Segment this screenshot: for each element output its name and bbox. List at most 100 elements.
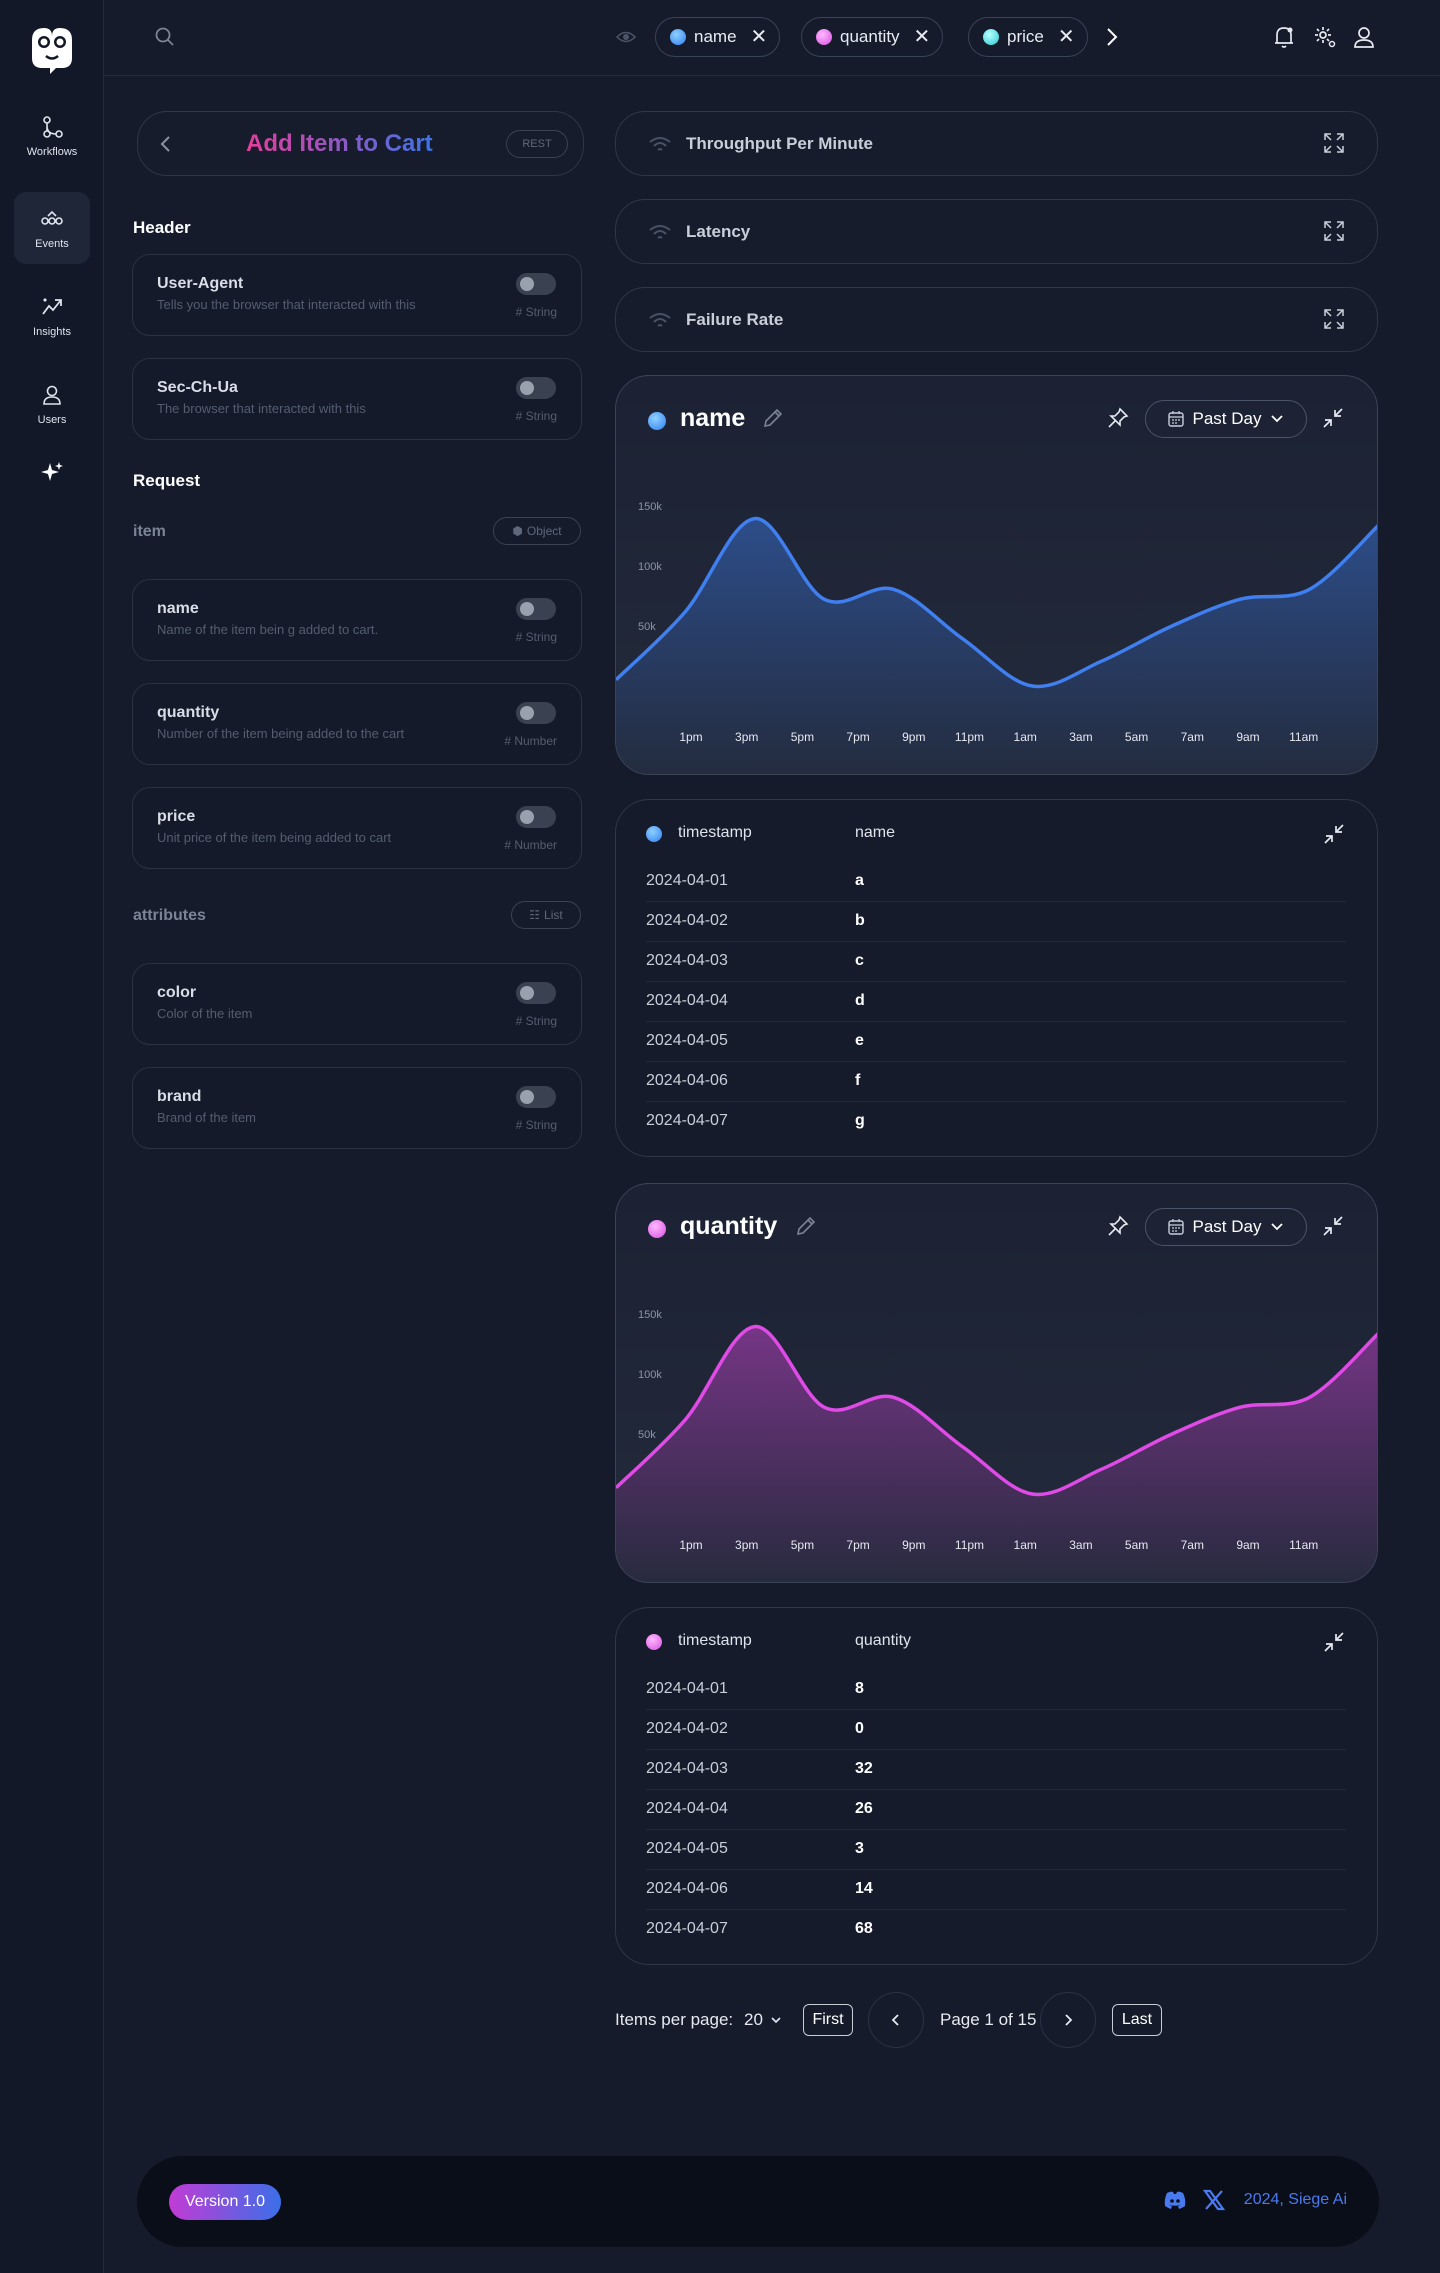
collapse-icon[interactable] xyxy=(1322,1630,1346,1654)
filter-chip-quantity[interactable]: quantity ✕ xyxy=(801,17,944,57)
calendar-icon xyxy=(1167,411,1184,427)
sidebar-item-workflows[interactable]: Workflows xyxy=(14,100,90,172)
cell-value: c xyxy=(855,952,864,969)
items-per-page-label: Items per page: xyxy=(615,2010,734,2029)
x-tick-label: 11pm xyxy=(955,730,984,744)
expand-icon[interactable] xyxy=(1323,308,1345,330)
filter-chip-label: price xyxy=(1007,27,1044,46)
expand-icon[interactable] xyxy=(1323,220,1345,242)
field-description: Name of the item bein g added to cart. xyxy=(157,622,379,637)
field-quantity: quantity Number of the item being added … xyxy=(132,683,582,765)
cell-value: b xyxy=(855,912,865,929)
x-tick-label: 3pm xyxy=(735,1538,758,1552)
profile-icon[interactable] xyxy=(1352,24,1376,50)
metric-latency[interactable]: Latency xyxy=(615,199,1378,264)
toggle-switch[interactable] xyxy=(516,806,556,828)
pin-icon[interactable] xyxy=(1106,1214,1130,1238)
next-page-button[interactable] xyxy=(1040,1992,1096,2048)
chart-card-name: 150k 100k 50k 1pm 3pm 5pm 7pm 9pm 11pm 1am 3am 5am 7… xyxy=(615,375,1378,775)
chart-card-quantity: 150k 100k 50k 1pm 3pm 5pm 7pm 9pm 11pm 1am 3am 5am 7… xyxy=(615,1183,1378,1583)
chevron-right-icon[interactable] xyxy=(1104,26,1120,48)
close-icon[interactable]: ✕ xyxy=(1057,26,1075,48)
bell-icon[interactable] xyxy=(1272,24,1296,50)
cell-timestamp: 2024-04-01 xyxy=(646,872,728,889)
series-dot xyxy=(648,412,666,430)
search-icon[interactable] xyxy=(154,26,176,48)
y-tick-label: 150k xyxy=(638,1309,662,1321)
x-tick-label: 7pm xyxy=(846,1538,869,1552)
x-twitter-icon[interactable] xyxy=(1203,2189,1225,2211)
cell-value: d xyxy=(855,992,865,1009)
sidebar-item-insights[interactable]: Insights xyxy=(14,280,90,352)
collapse-icon[interactable] xyxy=(1321,406,1345,430)
field-name: quantity xyxy=(157,704,220,721)
cell-value: g xyxy=(855,1112,865,1129)
table-row: 2024-04-03 c xyxy=(646,942,1346,982)
close-icon[interactable]: ✕ xyxy=(750,26,768,48)
metric-throughput[interactable]: Throughput Per Minute xyxy=(615,111,1378,176)
time-range-dropdown[interactable]: Past Day xyxy=(1145,1208,1307,1246)
x-tick-label: 11pm xyxy=(955,1538,984,1552)
x-tick-label: 5am xyxy=(1125,730,1148,744)
x-tick-label: 9am xyxy=(1236,730,1259,744)
edit-icon[interactable] xyxy=(794,1214,818,1238)
toggle-switch[interactable] xyxy=(516,1086,556,1108)
users-icon xyxy=(43,385,61,405)
sidebar-item-users[interactable]: Users xyxy=(14,368,90,440)
expand-icon[interactable] xyxy=(1323,132,1345,154)
prev-page-button[interactable] xyxy=(868,1992,924,2048)
cell-value: a xyxy=(855,872,864,889)
close-icon[interactable]: ✕ xyxy=(913,26,931,48)
metric-failure-rate[interactable]: Failure Rate xyxy=(615,287,1378,352)
items-per-page-select[interactable]: 20 xyxy=(744,1994,783,2046)
event-title-card: Add Item to Cart REST xyxy=(137,111,584,176)
type-badge-label: List xyxy=(544,908,563,922)
sidebar-item-events[interactable]: Events xyxy=(14,192,90,264)
discord-icon[interactable] xyxy=(1163,2190,1187,2210)
insights-icon xyxy=(42,298,62,315)
table-row: 2024-04-06 f xyxy=(646,1062,1346,1102)
column-header: timestamp xyxy=(678,824,752,841)
sidebar-item-ai[interactable] xyxy=(14,440,90,504)
cell-value: 68 xyxy=(855,1920,873,1937)
pin-icon[interactable] xyxy=(1106,406,1130,430)
field-name: Sec-Ch-Ua xyxy=(157,379,238,396)
app-logo[interactable] xyxy=(24,22,80,78)
x-tick-label: 5pm xyxy=(791,730,814,744)
y-tick-label: 100k xyxy=(638,561,662,573)
field-price: price Unit price of the item being added… xyxy=(132,787,582,869)
eye-icon[interactable] xyxy=(616,28,636,46)
cell-timestamp: 2024-04-02 xyxy=(646,1720,728,1737)
x-tick-label: 9pm xyxy=(902,1538,925,1552)
table-row: 2024-04-02 b xyxy=(646,902,1346,942)
settings-icon[interactable] xyxy=(1312,24,1338,50)
column-header: quantity xyxy=(855,1632,912,1649)
toggle-switch[interactable] xyxy=(516,982,556,1004)
page-indicator: Page 1 of 15 xyxy=(940,2010,1037,2029)
version-badge: Version 1.0 xyxy=(169,2184,281,2220)
metric-label: Failure Rate xyxy=(686,310,784,329)
first-page-button[interactable]: First xyxy=(803,2004,853,2036)
filter-chip-price[interactable]: price ✕ xyxy=(968,17,1088,57)
section-title-request: Request xyxy=(133,471,201,490)
filter-chip-name[interactable]: name ✕ xyxy=(655,17,781,57)
table-row: 2024-04-05 3 xyxy=(646,1830,1346,1870)
back-arrow-icon[interactable] xyxy=(158,134,174,154)
field-type: # Number xyxy=(504,838,557,852)
x-tick-label: 5am xyxy=(1125,1538,1148,1552)
collapse-icon[interactable] xyxy=(1321,1214,1345,1238)
cell-value: e xyxy=(855,1032,864,1049)
last-page-button[interactable]: Last xyxy=(1112,2004,1162,2036)
edit-icon[interactable] xyxy=(761,406,785,430)
toggle-switch[interactable] xyxy=(516,702,556,724)
time-range-dropdown[interactable]: Past Day xyxy=(1145,400,1307,438)
toggle-switch[interactable] xyxy=(516,598,556,620)
collapse-icon[interactable] xyxy=(1322,822,1346,846)
toggle-switch[interactable] xyxy=(516,377,556,399)
x-tick-label: 1am xyxy=(1014,730,1037,744)
table-row: 2024-04-06 14 xyxy=(646,1870,1346,1910)
chart-title: quantity xyxy=(680,1212,778,1240)
color-dot xyxy=(670,29,686,45)
cell-value: 0 xyxy=(855,1720,864,1737)
toggle-switch[interactable] xyxy=(516,273,556,295)
